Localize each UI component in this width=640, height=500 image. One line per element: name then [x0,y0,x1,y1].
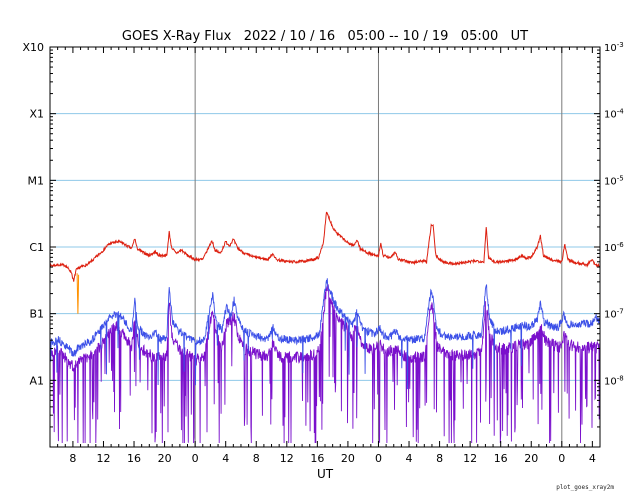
x-tick-label: 16 [310,452,324,465]
y-axis-label-right: 10-8 [604,374,624,387]
y-axis-label-left: B1 [29,308,44,321]
y-axis-label-left: A1 [29,374,44,387]
x-tick-label: 16 [127,452,141,465]
y-axis-label-right: 10-4 [604,108,624,121]
x-tick-label: 4 [589,452,596,465]
chart-title: GOES X-Ray Flux 2022 / 10 / 16 05:00 -- … [121,29,529,44]
y-axis-label-right: 10-5 [604,174,624,187]
x-tick-label: 0 [558,452,565,465]
series-xray-long-gap-segment [76,273,80,314]
series-xray-short-secondary [50,284,600,444]
x-tick-label: 20 [524,452,538,465]
x-tick-label: 16 [494,452,508,465]
series-xray-long-primary [50,211,600,282]
x-tick-label: 12 [463,452,477,465]
y-axis-label-left: X10 [22,41,44,54]
x-tick-label: 20 [158,452,172,465]
series-xray-short-primary [50,278,600,390]
x-tick-label: 4 [406,452,413,465]
x-tick-label: 8 [253,452,260,465]
x-tick-label: 4 [222,452,229,465]
x-axis-title: UT [316,467,334,481]
x-tick-label: 8 [69,452,76,465]
y-axis-label-right: 10-3 [604,41,624,54]
x-tick-label: 20 [341,452,355,465]
plot-watermark: plot_goes_xray2m [556,484,614,491]
x-tick-label: 12 [96,452,110,465]
x-tick-label: 0 [192,452,199,465]
x-tick-label: 12 [280,452,294,465]
y-axis-label-right: 10-7 [604,308,624,321]
x-tick-label: 0 [375,452,382,465]
y-axis-label-left: X1 [29,108,44,121]
y-axis-label-left: C1 [29,241,44,254]
y-axis-label-left: M1 [28,174,45,187]
x-tick-label: 8 [436,452,443,465]
y-axis-label-right: 10-6 [604,241,624,254]
